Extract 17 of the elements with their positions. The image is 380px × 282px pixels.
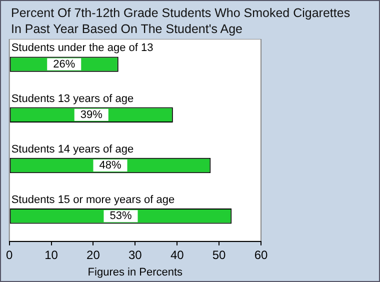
x-tick-label: 10	[44, 248, 58, 262]
x-axis-title: Figures in Percents	[88, 266, 184, 278]
data-label: 48%	[99, 160, 122, 172]
y-tick-label: Students under the age of 13	[11, 42, 154, 54]
y-tick-label: Students 13 years of age	[11, 92, 134, 105]
y-tick-label: Students 15 or more years of age	[11, 194, 175, 206]
x-tick-label: 30	[128, 248, 142, 262]
x-tick-label: 40	[170, 248, 184, 262]
x-tick-label: 60	[254, 248, 268, 262]
data-label: 39%	[80, 108, 103, 121]
data-label: 26%	[53, 58, 76, 70]
x-tick-label: 0	[6, 248, 13, 262]
chart-title: Percent Of 7th-12th Grade Students Who Smoked Cigarettes In Past Year Based On The Student's Age	[11, 5, 351, 37]
x-tick-label: 50	[212, 248, 226, 262]
y-tick-label: Students 14 years of age	[11, 143, 134, 156]
x-tick-label: 20	[86, 248, 100, 262]
data-label: 53%	[110, 210, 132, 222]
